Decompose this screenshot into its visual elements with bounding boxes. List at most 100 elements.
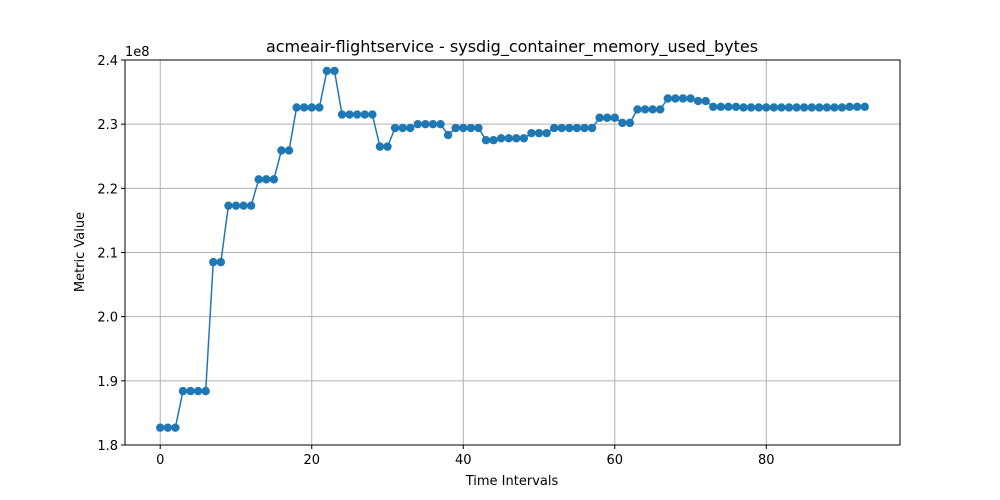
y-tick-label: 2.3: [97, 118, 118, 133]
data-point: [307, 103, 316, 112]
data-point: [549, 123, 559, 133]
data-point: [701, 96, 710, 106]
y-axis-label: Metric Value: [73, 212, 88, 292]
data-point: [656, 105, 665, 114]
data-point: [822, 103, 832, 112]
data-point: [436, 119, 445, 129]
data-point: [398, 123, 407, 133]
data-point: [193, 386, 203, 396]
x-tick-label: 60: [606, 453, 623, 468]
data-point: [474, 123, 483, 133]
y-tick-label: 2.4: [97, 54, 118, 69]
x-tick-label: 80: [758, 453, 775, 468]
data-point: [375, 142, 385, 151]
data-point: [542, 128, 551, 138]
data-point: [852, 102, 862, 112]
data-point: [254, 175, 263, 184]
data-point: [481, 136, 491, 145]
data-point: [512, 134, 521, 143]
data-point: [277, 146, 286, 155]
x-tick-label: 0: [156, 453, 164, 468]
data-point: [830, 103, 839, 112]
data-point: [724, 102, 733, 112]
data-point: [671, 94, 680, 103]
data-point: [330, 66, 339, 76]
data-point: [572, 123, 582, 133]
data-point: [618, 118, 627, 128]
y-multiplier-label: 1e8: [125, 45, 150, 60]
data-point: [693, 96, 703, 106]
data-point: [580, 123, 589, 133]
y-tick-label: 2.1: [97, 247, 118, 262]
data-point: [466, 123, 476, 133]
data-point: [837, 103, 847, 112]
data-point: [421, 119, 430, 129]
data-point: [239, 201, 248, 210]
data-point: [413, 119, 423, 129]
data-point: [216, 257, 226, 267]
y-tick-label: 2.0: [97, 311, 118, 326]
y-tick-label: 1.9: [97, 375, 118, 390]
data-point: [640, 105, 650, 114]
data-point: [762, 103, 771, 112]
data-point: [337, 110, 347, 119]
y-tick-label: 1.8: [97, 439, 118, 454]
x-axis-label: Time Intervals: [465, 474, 559, 489]
data-point: [209, 257, 218, 267]
data-point: [754, 103, 763, 112]
data-point: [663, 94, 673, 103]
data-point: [489, 136, 498, 145]
data-point: [178, 386, 188, 396]
data-point: [383, 142, 392, 151]
data-point: [360, 110, 369, 119]
data-point: [860, 102, 869, 112]
data-point: [807, 103, 816, 112]
data-point: [406, 123, 415, 133]
data-point: [587, 123, 597, 133]
data-point: [443, 130, 453, 140]
data-point: [390, 123, 400, 133]
data-point: [322, 66, 332, 76]
data-point: [746, 103, 756, 112]
data-point: [845, 102, 854, 112]
data-point: [519, 134, 529, 143]
data-point: [284, 146, 294, 155]
series-layer: [156, 66, 869, 432]
data-point: [686, 94, 695, 103]
data-point: [557, 123, 566, 133]
data-point: [777, 103, 786, 112]
grid: [125, 59, 900, 446]
y-axis: 1.8 1.9 2.0 2.1 2.2 2.3 2.4: [97, 54, 125, 454]
data-point: [299, 103, 309, 112]
data-point: [527, 128, 536, 138]
data-point: [231, 201, 241, 210]
data-point: [504, 134, 513, 143]
data-point: [428, 119, 438, 129]
x-tick-label: 40: [455, 453, 472, 468]
data-point: [201, 386, 210, 396]
data-point: [292, 103, 301, 112]
data-point: [534, 128, 544, 138]
data-point: [246, 201, 256, 210]
y-tick-label: 2.2: [97, 182, 118, 197]
data-point: [352, 110, 362, 119]
data-point: [625, 118, 635, 128]
data-point: [224, 201, 233, 210]
data-point: [678, 94, 688, 103]
data-point: [602, 113, 612, 122]
x-tick-label: 20: [303, 453, 320, 468]
chart-title: acmeair-flightservice - sysdig_container…: [266, 37, 758, 57]
data-point: [459, 123, 468, 133]
data-point: [595, 113, 604, 122]
data-point: [186, 386, 195, 396]
data-point: [716, 102, 726, 112]
data-point: [496, 134, 506, 143]
data-point: [815, 103, 824, 112]
data-point: [565, 123, 574, 133]
data-point: [171, 423, 180, 432]
data-point: [269, 175, 279, 184]
data-point: [792, 103, 801, 112]
data-point: [315, 103, 324, 112]
data-point: [739, 103, 748, 112]
